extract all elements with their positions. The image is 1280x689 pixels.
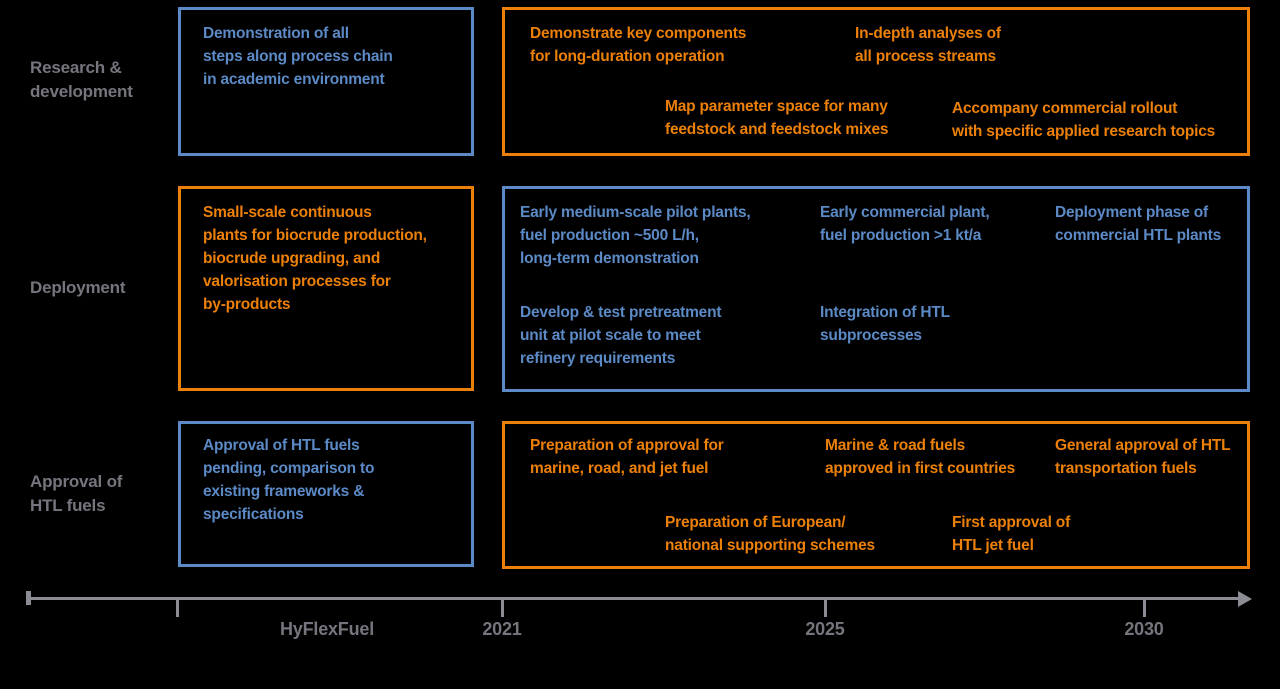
timeline-label-2030: 2030 (1124, 619, 1164, 639)
box-deployment-hyflexfuel (178, 186, 474, 391)
note-preparation-european-schemes: Preparation of European/ national suppor… (665, 514, 875, 554)
note-first-approval-jet-fuel: First approval of HTL jet fuel (952, 514, 1071, 554)
note-accompany-commercial-rollout: Accompany commercial rollout with specif… (952, 100, 1216, 140)
note-marine-road-approved: Marine & road fuels approved in first co… (825, 437, 1016, 477)
box-approval-hyflexfuel (178, 421, 474, 567)
box-deployment-future (502, 186, 1250, 392)
box-approval-future (502, 421, 1250, 569)
box-research-future (502, 7, 1250, 156)
box-research-hyflexfuel (178, 7, 474, 156)
note-demonstrate-key-components: Demonstrate key components for long-dura… (530, 25, 747, 65)
note-small-scale-continuous-plants: Small-scale continuous plants for biocru… (203, 204, 427, 313)
note-early-medium-scale-pilot: Early medium-scale pilot plants, fuel pr… (520, 204, 751, 267)
timeline-label-hyflexfuel: HyFlexFuel (279, 619, 375, 639)
timeline-axis (28, 597, 1240, 600)
row-label-approval-htl-fuels: Approval of HTL fuels (30, 472, 123, 515)
note-demonstration-all-steps: Demonstration of all steps along process… (203, 25, 393, 88)
note-general-approval-transport: General approval of HTL transportation f… (1055, 437, 1231, 477)
note-approval-pending: Approval of HTL fuels pending, compariso… (203, 437, 375, 523)
timeline-tick-2030 (1143, 600, 1146, 617)
note-integration-htl-subprocesses: Integration of HTL subprocesses (820, 304, 950, 344)
note-preparation-of-approval: Preparation of approval for marine, road… (530, 437, 724, 477)
row-label-research-development: Research & development (30, 58, 133, 101)
timeline-tick-2021 (501, 600, 504, 617)
timeline-tick-2025 (824, 600, 827, 617)
note-map-parameter-space: Map parameter space for many feedstock a… (665, 98, 889, 138)
note-early-commercial-plant: Early commercial plant, fuel production … (820, 204, 990, 244)
note-develop-test-pretreatment: Develop & test pretreatment unit at pilo… (520, 304, 722, 367)
timeline-tick-hyflexfuel-start (176, 600, 179, 617)
note-deployment-phase-commercial: Deployment phase of commercial HTL plant… (1055, 204, 1222, 244)
note-in-depth-analyses: In-depth analyses of all process streams (855, 25, 1001, 65)
timeline-arrowhead-icon (1238, 591, 1252, 607)
timeline-label-2025: 2025 (805, 619, 845, 639)
timeline-label-2021: 2021 (482, 619, 522, 639)
row-label-deployment: Deployment (30, 278, 126, 297)
